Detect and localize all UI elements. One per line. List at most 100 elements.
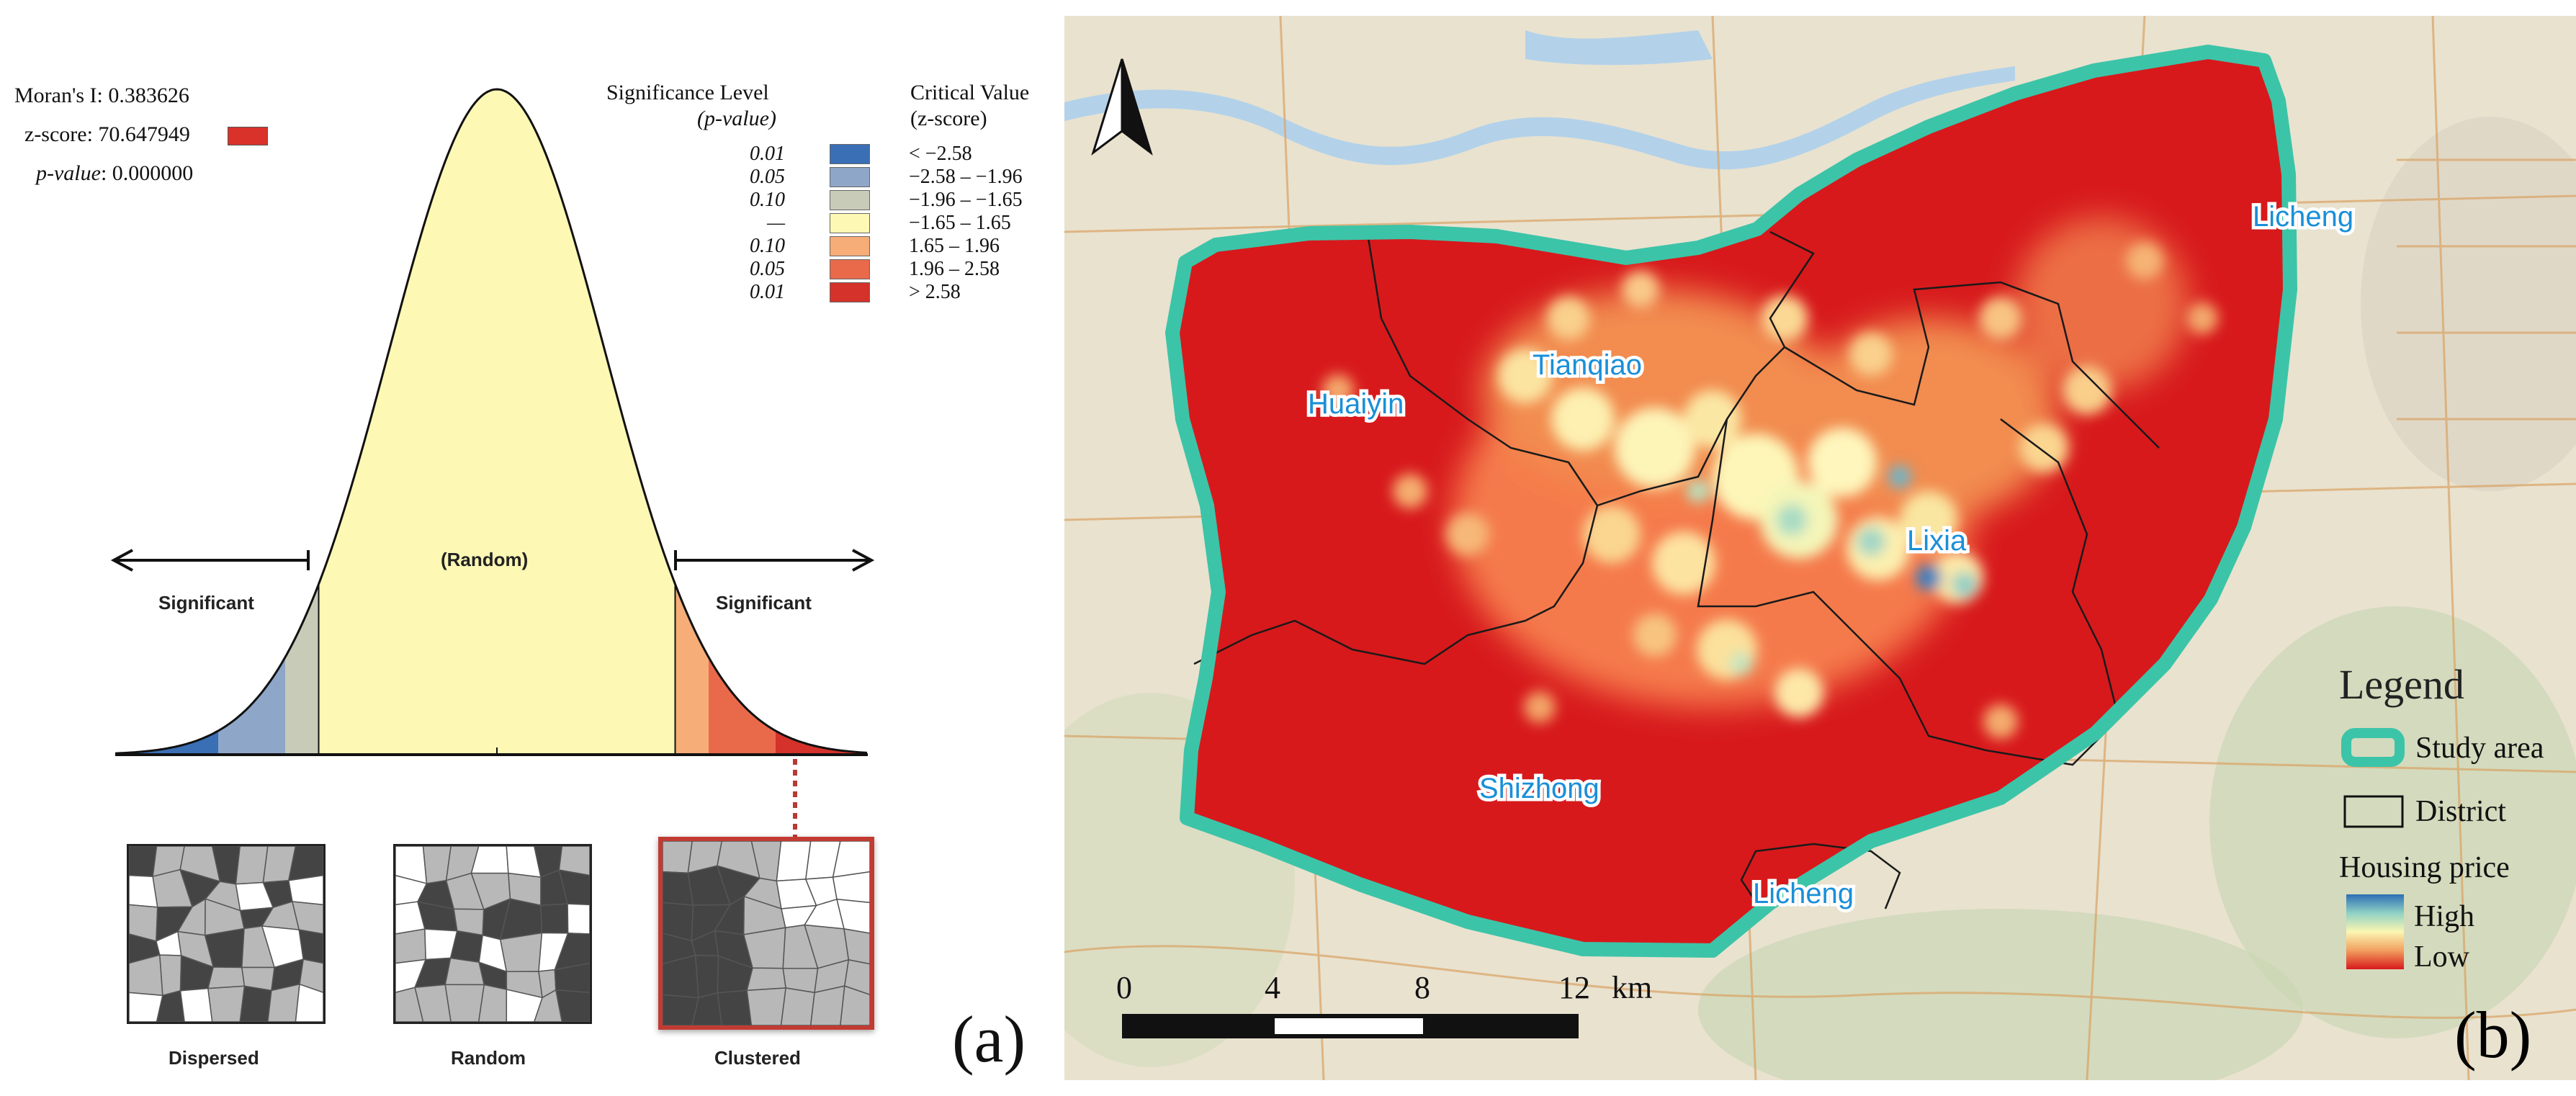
critical-value-range: 1.96 – 2.58	[909, 258, 1000, 280]
hills-south	[1698, 909, 2303, 1080]
critical-value-range: > 2.58	[909, 281, 961, 303]
boundary-lixia-shizhong	[1697, 418, 2102, 766]
critical-value-subheader: (z-score)	[910, 107, 987, 130]
legend-study-area-label: Study area	[2415, 732, 2544, 765]
pattern-cell	[776, 840, 812, 882]
hotspot-high	[1888, 465, 1911, 488]
pattern-cell	[832, 871, 871, 904]
boundary-lixia-licheng	[1784, 281, 2160, 449]
pattern-cell	[287, 874, 324, 906]
hotspot	[1633, 614, 1677, 657]
river	[1064, 30, 2015, 170]
legend-district-swatch	[2343, 795, 2404, 828]
pattern-cell	[444, 957, 485, 986]
legend-high-label: High	[2414, 900, 2474, 933]
urban-east	[2361, 117, 2576, 491]
clustered-label: Clustered	[714, 1047, 801, 1069]
left-significant-arrow	[110, 549, 310, 572]
pattern-cell	[477, 984, 508, 1023]
critical-value-range: < −2.58	[909, 143, 972, 165]
p-value-value: p-value: 0.000000	[36, 161, 193, 186]
curve-band	[776, 89, 868, 755]
dispersed-pattern-map	[128, 845, 324, 1023]
hotspot	[1900, 491, 1957, 549]
district-boundaries	[1193, 228, 2160, 909]
road-8	[1064, 945, 2576, 1019]
basemap-terrain	[1064, 117, 2576, 1080]
random-pattern-label: Random	[451, 1047, 526, 1069]
hotspot	[1322, 374, 1354, 406]
critical-value-header: Critical Value	[910, 81, 1030, 104]
district-label-lixia: Lixia	[1907, 525, 1967, 557]
right-significant-arrow	[674, 549, 875, 572]
legend-title: Legend	[2339, 661, 2464, 708]
clustered-pattern-thumb	[658, 837, 874, 1030]
panel-b-label: (b)	[2454, 998, 2531, 1072]
legend-low-label: Low	[2414, 940, 2470, 974]
pattern-cell	[395, 928, 426, 964]
pattern-cell	[235, 845, 269, 885]
hotspot	[1979, 297, 2022, 340]
hotspot	[2019, 423, 2068, 472]
hotspot	[1551, 387, 1615, 451]
hotspot-high	[1916, 565, 1942, 590]
pattern-cell	[662, 840, 693, 874]
hotspot-high	[1730, 652, 1753, 675]
hotspot	[1762, 295, 1808, 341]
sig-level-value: 0.10	[750, 189, 785, 211]
panel-b-map: Licheng Tianqiao Huaiyin Lixia Shizhong …	[1064, 16, 2576, 1080]
morans-i-value: Moran's I: 0.383626	[14, 84, 189, 107]
z-score-swatch	[228, 127, 268, 145]
boundary-tianqiao-lixia	[1597, 230, 1815, 507]
sig-level-swatch	[830, 259, 870, 279]
legend-district-label: District	[2415, 795, 2506, 828]
z-score-value: z-score: 70.647949	[24, 122, 190, 146]
hotspot-high	[1952, 572, 1978, 598]
scale-unit: km	[1612, 970, 1652, 1005]
dispersed-pattern-thumb	[127, 844, 326, 1024]
legend-housing-price-title: Housing price	[2339, 851, 2510, 884]
sig-level-value: 0.01	[750, 281, 785, 303]
hotspot-high	[1776, 504, 1808, 536]
pattern-cell	[128, 845, 158, 877]
curve-bands	[115, 89, 868, 755]
curve-band	[709, 89, 776, 755]
north-arrow-icon	[1091, 58, 1153, 156]
hotspot	[1983, 704, 2018, 739]
significant-left-label: Significant	[158, 592, 254, 614]
hotspot	[1849, 333, 1893, 376]
pattern-cell	[158, 954, 182, 997]
curve-outline	[115, 88, 868, 755]
curve-band	[115, 89, 218, 755]
pattern-cell	[746, 967, 787, 992]
sig-level-swatch	[830, 236, 870, 256]
sig-level-value: —	[767, 212, 785, 234]
north-arrow-right-half	[1121, 58, 1153, 156]
scale-tick-0: 0	[1116, 970, 1132, 1005]
panel-a: Moran's I: 0.383626 z-score: 70.647949 p…	[0, 0, 1066, 1096]
pattern-cell	[267, 983, 300, 1023]
boundary-huaiyin-tianqiao	[1365, 228, 1599, 622]
random-pattern-thumb	[393, 844, 592, 1024]
hills-east	[2209, 606, 2576, 1038]
boundary-shizhong-west	[1193, 619, 1526, 665]
hotspot	[1615, 408, 1695, 488]
sig-level-subheader: (p-value)	[697, 107, 776, 130]
clustered-pattern-map	[662, 840, 871, 1026]
map-legend: Legend Study area District Housing price…	[2339, 661, 2544, 974]
hotspot	[1498, 349, 1553, 403]
heatmap-map: Licheng Tianqiao Huaiyin Lixia Shizhong …	[1064, 16, 2576, 1080]
hotspot	[1547, 297, 1590, 340]
hotspot	[1622, 271, 1659, 308]
sig-level-swatch	[830, 190, 870, 210]
hotspot	[1808, 428, 1877, 497]
hotspot	[1446, 513, 1489, 556]
boundary-lixia-east	[2000, 418, 2117, 708]
critical-value-range: −2.58 – −1.96	[909, 166, 1023, 188]
legend-study-area-swatch	[2341, 728, 2405, 767]
hotspot	[2186, 302, 2218, 334]
pattern-cell	[780, 987, 815, 1026]
pattern-cell	[207, 966, 246, 989]
lake-north	[1525, 30, 1713, 66]
pattern-cell	[444, 984, 485, 1023]
